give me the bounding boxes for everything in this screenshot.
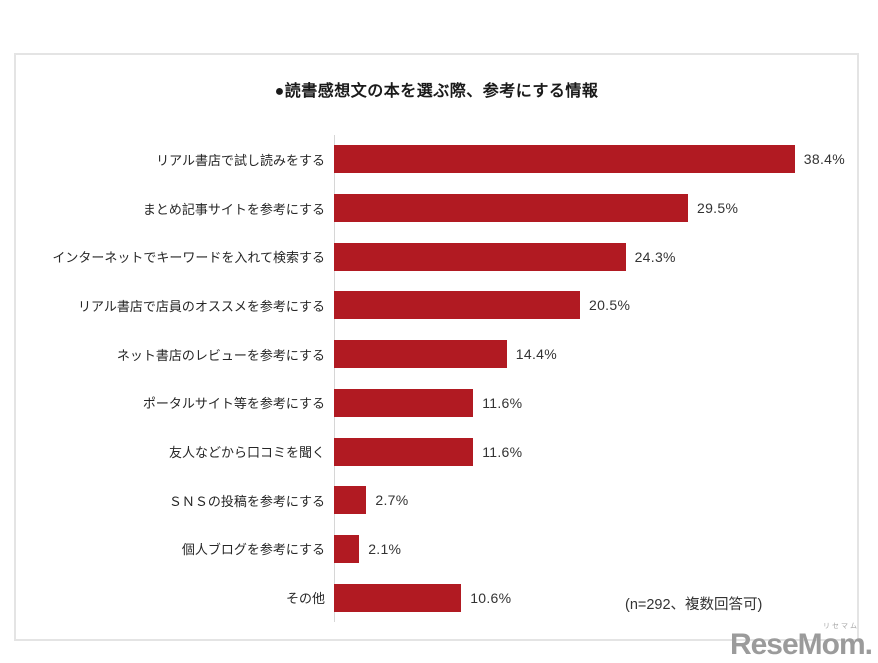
category-label: インターネットでキーワードを入れて検索する xyxy=(52,250,325,266)
bar-row: ネット書店のレビューを参考にする 14.4% xyxy=(16,330,857,379)
bar xyxy=(334,486,367,515)
category-label: ネット書店のレビューを参考にする xyxy=(116,347,325,363)
bar xyxy=(334,437,474,466)
bar-row: リアル書店で店員のオススメを参考にする 20.5% xyxy=(16,281,857,330)
value-label: 11.6% xyxy=(482,394,523,411)
value-label: 20.5% xyxy=(589,297,631,314)
bar-rows: リアル書店で試し読みをする 38.4% まとめ記事サイトを参考にする 29.5% インタ… xyxy=(16,135,857,622)
category-label: リアル書店で試し読みをする xyxy=(156,152,325,168)
value-label: 10.6% xyxy=(470,589,512,606)
bar-row: ＳＮＳの投稿を参考にする 2.7% xyxy=(16,476,857,525)
category-label: まとめ記事サイトを参考にする xyxy=(142,201,325,217)
bar-row: 個人ブログを参考にする 2.1% xyxy=(16,525,857,574)
bar-row: インターネットでキーワードを入れて検索する 24.3% xyxy=(16,232,857,281)
bar-row: 友人などから口コミを聞く 11.6% xyxy=(16,427,857,476)
sample-size-note: (n=292、複数回答可) xyxy=(625,597,763,613)
chart-container: ●読書感想文の本を選ぶ際、参考にする情報 リアル書店で試し読みをする 38.4% ま… xyxy=(14,53,859,641)
bar xyxy=(334,242,626,271)
bar xyxy=(334,291,580,320)
bar xyxy=(334,534,360,563)
category-label: 個人ブログを参考にする xyxy=(181,542,325,558)
bar-row: リアル書店で試し読みをする 38.4% xyxy=(16,135,857,184)
resemom-logo: リセマム ReseMom. xyxy=(729,621,873,661)
category-label: 友人などから口コミを聞く xyxy=(168,445,325,461)
value-label: 24.3% xyxy=(634,248,676,265)
category-label: ＳＮＳの投稿を参考にする xyxy=(168,493,325,509)
value-label: 38.4% xyxy=(803,151,845,168)
bar-row: ポータルサイト等を参考にする 11.6% xyxy=(16,379,857,428)
value-label: 29.5% xyxy=(697,200,739,217)
chart-title: ●読書感想文の本を選ぶ際、参考にする情報 xyxy=(274,83,599,100)
bar xyxy=(334,388,474,417)
category-label: リアル書店で店員のオススメを参考にする xyxy=(77,298,325,314)
category-label: その他 xyxy=(285,591,325,607)
y-axis-line xyxy=(334,135,335,622)
value-label: 11.6% xyxy=(482,443,523,460)
bar-row: まとめ記事サイトを参考にする 29.5% xyxy=(16,184,857,233)
bar xyxy=(334,583,462,612)
value-label: 2.7% xyxy=(375,492,409,509)
bar xyxy=(334,145,795,174)
bar xyxy=(334,194,688,223)
value-label: 14.4% xyxy=(515,346,557,363)
plot-area: リアル書店で試し読みをする 38.4% まとめ記事サイトを参考にする 29.5% インタ… xyxy=(16,135,857,622)
logo-text: ReseMom. xyxy=(729,628,873,661)
value-label: 2.1% xyxy=(368,540,402,557)
bar-row: その他 10.6% xyxy=(16,573,857,622)
bar xyxy=(334,340,507,369)
category-label: ポータルサイト等を参考にする xyxy=(142,396,325,412)
logo-ruby-text: リセマム xyxy=(823,623,859,630)
